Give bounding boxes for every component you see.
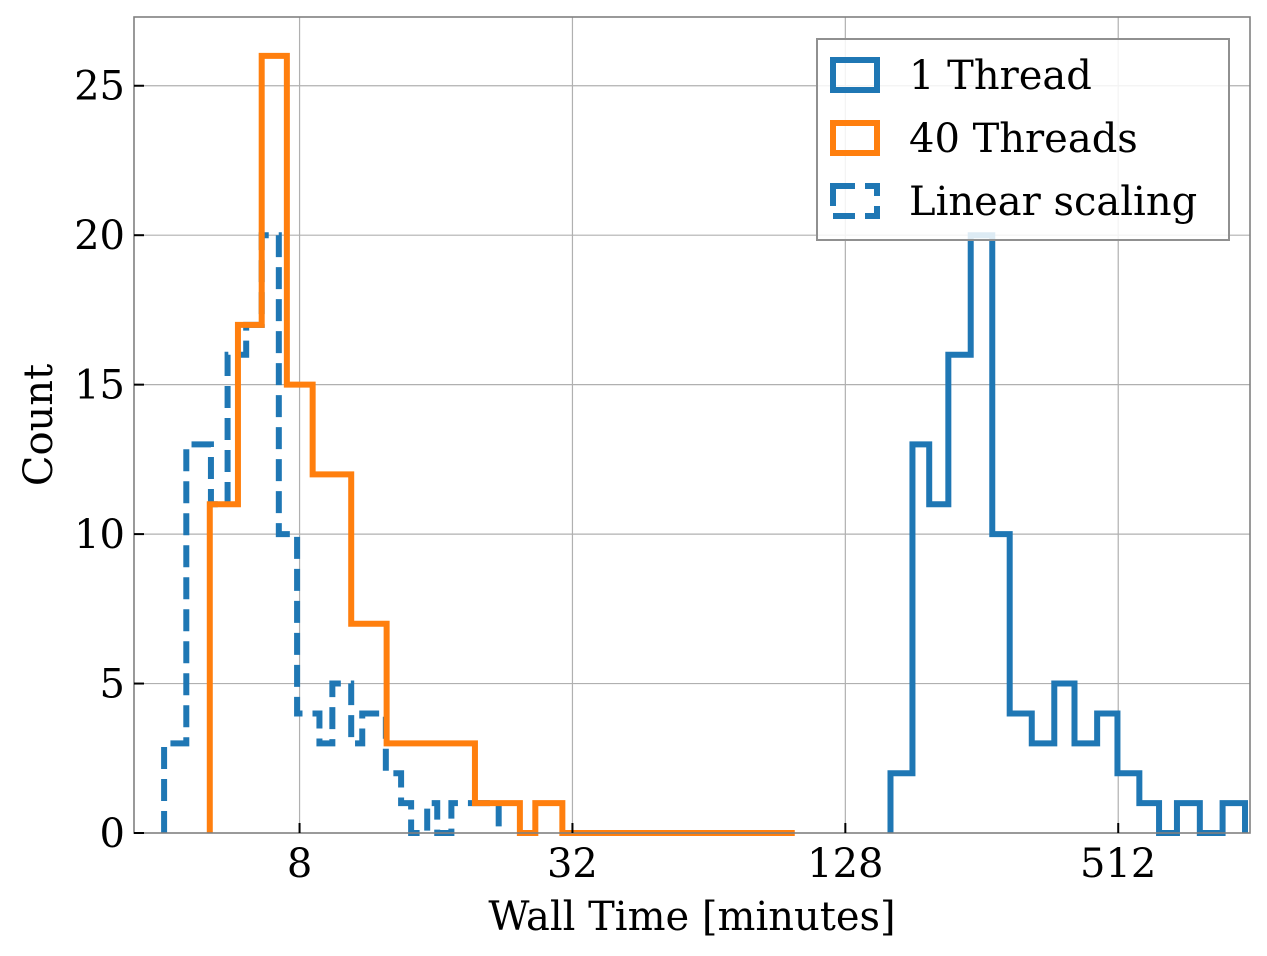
x-axis-label: Wall Time [minutes] — [488, 894, 895, 940]
legend-label: 1 Thread — [909, 53, 1092, 99]
series-linear-scaling-step — [161, 232, 502, 836]
legend: 1 Thread 40 Threads Linear scaling — [816, 38, 1230, 241]
legend-swatch-linear-scaling — [830, 183, 880, 219]
legend-swatch-1-thread — [830, 57, 880, 93]
y-tick-label: 10 — [74, 512, 125, 558]
y-axis-label: Count — [16, 364, 62, 486]
y-tick-label: 15 — [74, 363, 125, 409]
legend-box — [816, 38, 1230, 241]
y-tick-label: 25 — [74, 64, 125, 110]
axis-ticks: 8 32 128 512 0 5 10 15 20 25 — [74, 64, 1156, 887]
x-tick-label: 512 — [1080, 841, 1156, 887]
legend-swatch-40-threads — [830, 120, 880, 156]
plot-frame — [133, 16, 1251, 834]
legend-label: Linear scaling — [909, 179, 1197, 225]
y-tick-label: 5 — [100, 662, 125, 708]
y-tick-label: 20 — [74, 213, 125, 259]
histogram-series — [161, 52, 1249, 836]
series-40-threads-step — [206, 52, 795, 836]
y-tick-label: 0 — [100, 811, 125, 857]
x-tick-label: 128 — [807, 841, 883, 887]
series-1-thread-step — [887, 232, 1249, 836]
x-tick-label: 32 — [547, 841, 598, 887]
x-tick-label: 8 — [287, 841, 312, 887]
legend-label: 40 Threads — [909, 116, 1138, 162]
